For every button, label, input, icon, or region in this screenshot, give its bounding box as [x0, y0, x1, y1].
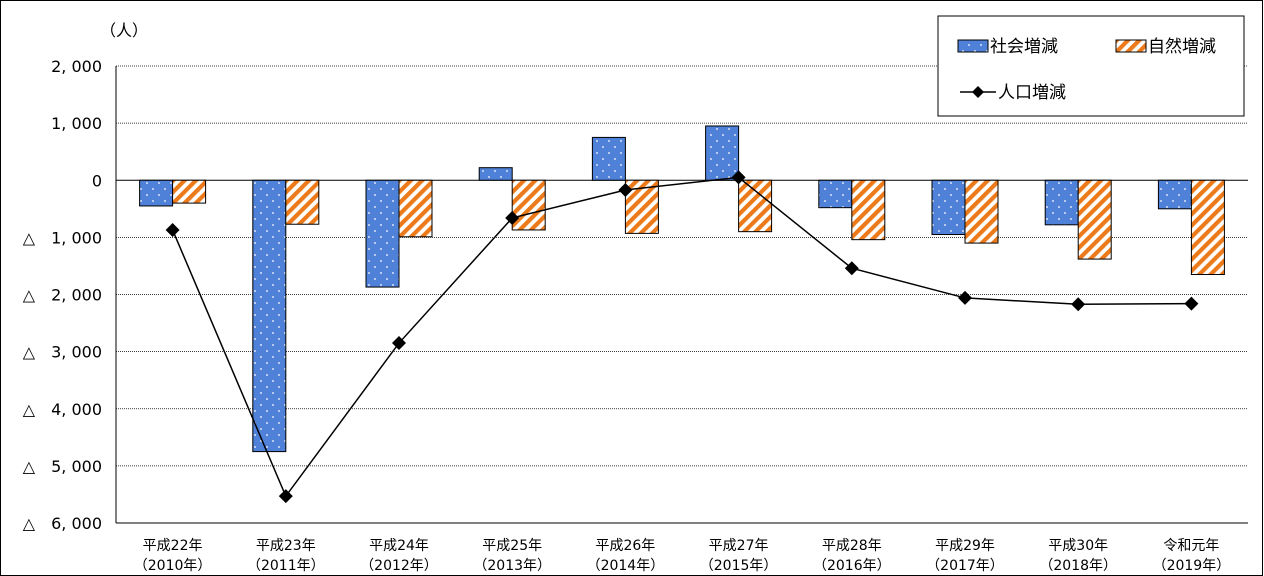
natural-change-bar	[172, 179, 207, 204]
x-tick-label-western: （2012年）	[360, 558, 438, 574]
population-change-point	[958, 290, 972, 305]
natural-change-bar	[738, 179, 773, 233]
social-change-bar	[931, 179, 966, 236]
x-tick-label-western: （2016年）	[813, 558, 891, 574]
x-tick-label-western: （2014年）	[587, 558, 665, 574]
x-tick-label-western: （2017年）	[926, 558, 1004, 574]
social-change-bar	[591, 136, 626, 181]
natural-change-bar	[511, 179, 546, 231]
gridlines	[115, 65, 1248, 524]
x-tick-label-western: （2018年）	[1039, 558, 1117, 574]
x-tick-label-year: 平成25年	[482, 538, 542, 554]
y-unit-label: （人）	[100, 21, 148, 40]
x-tick-label-western: （2019年）	[1153, 558, 1231, 574]
legend-box	[937, 15, 1245, 117]
y-tick-label: 0	[92, 171, 102, 190]
natural-change-bar	[964, 179, 999, 244]
social-change-bar	[478, 167, 513, 181]
legend-label-population: 人口増減	[998, 83, 1066, 103]
y-tick-label: △ 3, 000	[23, 343, 102, 362]
social-change-bar	[1044, 179, 1079, 226]
x-tick-label-year: 平成27年	[709, 538, 769, 554]
x-tick-label-western: （2011年）	[247, 558, 325, 574]
x-tick-label-western: （2015年）	[700, 558, 778, 574]
y-tick-label: △ 1, 000	[23, 228, 102, 247]
x-tick-label-western: （2013年）	[473, 558, 551, 574]
y-axis-ticks: 2, 000 1, 000 0 △ 1, 000 △ 2, 000 △ 3, 000 △ 4…	[23, 57, 102, 533]
y-tick-label: △ 2, 000	[23, 286, 102, 305]
x-tick-label-year: 平成30年	[1048, 538, 1108, 554]
x-tick-label-year: 令和元年	[1163, 538, 1219, 554]
natural-change-bar	[1077, 179, 1112, 260]
population-line	[165, 170, 1199, 504]
social-change-bar	[365, 179, 400, 288]
legend-label-social: 社会増減	[990, 37, 1058, 57]
legend: 社会増減 自然増減 人口増減	[937, 15, 1245, 117]
population-change-point	[278, 489, 293, 504]
social-change-bar	[1157, 179, 1192, 210]
population-change-point	[505, 210, 520, 225]
natural-change-bar	[851, 179, 886, 241]
legend-swatch-natural	[1115, 39, 1147, 53]
legend-swatch-social	[957, 39, 989, 53]
population-change-point	[844, 261, 859, 276]
population-change-point	[1071, 297, 1086, 312]
y-tick-label: △ 5, 000	[23, 457, 102, 476]
y-tick-label: 1, 000	[51, 114, 102, 133]
natural-change-bar	[398, 179, 433, 238]
y-tick-label: △ 6, 000	[23, 514, 102, 533]
population-change-line	[171, 176, 1192, 498]
x-tick-label-year: 平成26年	[595, 538, 655, 554]
bars	[139, 125, 1225, 453]
population-change-point	[165, 222, 180, 237]
social-change-bar	[252, 179, 287, 453]
population-change-point	[731, 170, 746, 185]
natural-change-bar	[1190, 179, 1225, 276]
x-tick-label-western: （2010年）	[134, 558, 212, 574]
population-change-point	[392, 336, 406, 351]
x-tick-label-year: 平成28年	[822, 538, 882, 554]
social-change-bar	[818, 179, 853, 209]
x-tick-label-year: 平成24年	[369, 538, 429, 554]
legend-label-natural: 自然増減	[1148, 37, 1216, 57]
population-change-point	[618, 182, 633, 197]
x-tick-label-year: 平成23年	[256, 538, 316, 554]
social-change-bar	[705, 125, 740, 181]
y-tick-label: △ 4, 000	[23, 400, 102, 419]
natural-change-bar	[285, 179, 320, 225]
legend-line-marker	[972, 86, 984, 98]
x-axis-ticks: 平成22年 （2010年） 平成23年 （2011年） 平成24年 （2012年） 平成25…	[134, 538, 1230, 574]
social-change-bar	[139, 179, 174, 207]
x-tick-label-year: 平成29年	[935, 538, 995, 554]
x-tick-label-year: 平成22年	[143, 538, 203, 554]
y-tick-label: 2, 000	[51, 57, 102, 76]
population-change-point	[1184, 296, 1199, 311]
